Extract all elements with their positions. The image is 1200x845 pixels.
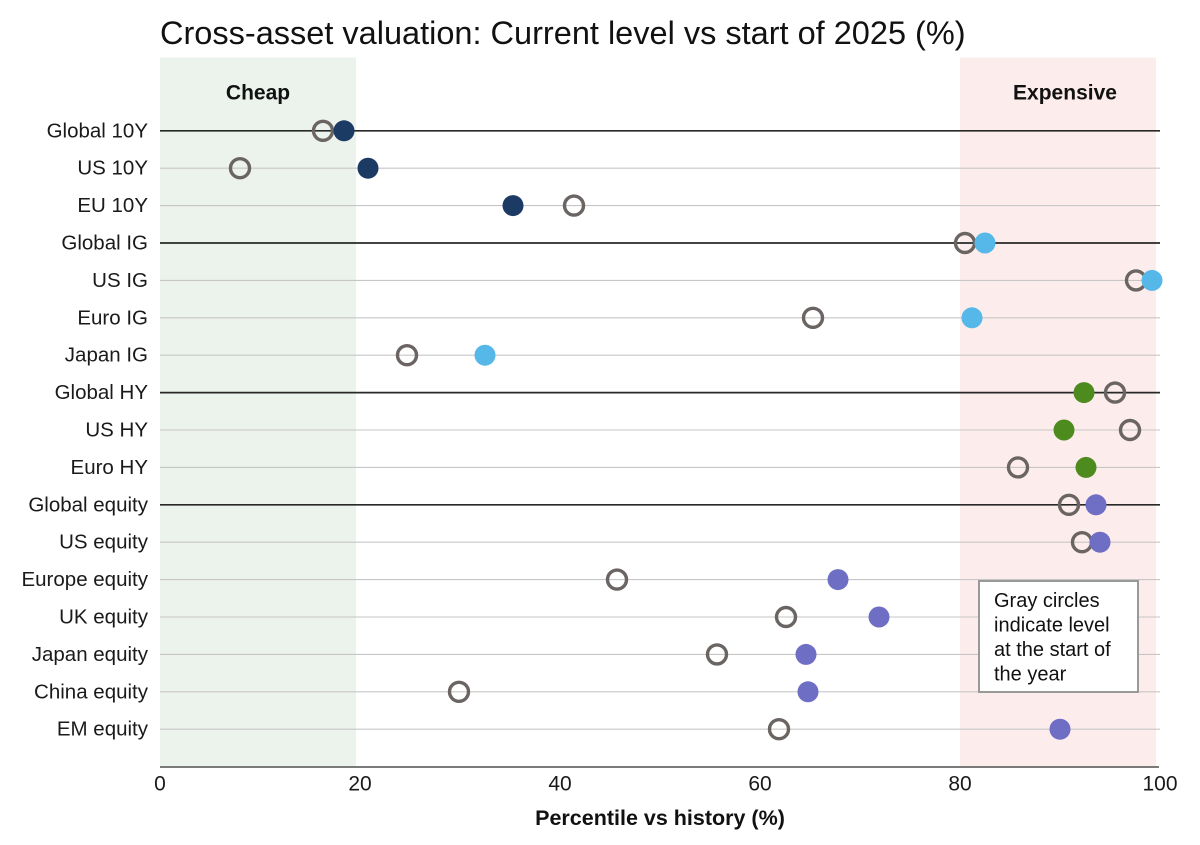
svg-text:100: 100 — [1142, 773, 1177, 796]
svg-text:China equity: China equity — [34, 680, 149, 703]
svg-text:EU 10Y: EU 10Y — [77, 194, 148, 217]
svg-text:indicate level: indicate level — [994, 615, 1110, 637]
svg-text:UK equity: UK equity — [59, 606, 149, 629]
svg-text:0: 0 — [154, 773, 166, 796]
svg-text:Japan IG: Japan IG — [65, 344, 148, 367]
svg-text:60: 60 — [748, 773, 771, 796]
svg-text:EM equity: EM equity — [57, 718, 149, 741]
svg-text:at the start of: at the start of — [994, 639, 1111, 661]
svg-text:Cheap: Cheap — [226, 82, 290, 105]
svg-text:Expensive: Expensive — [1013, 82, 1117, 105]
svg-text:80: 80 — [948, 773, 971, 796]
svg-text:the year: the year — [994, 664, 1067, 686]
svg-text:40: 40 — [548, 773, 571, 796]
svg-text:Gray circles: Gray circles — [994, 590, 1100, 612]
svg-text:US IG: US IG — [92, 269, 148, 292]
svg-text:US equity: US equity — [59, 531, 149, 554]
svg-text:US 10Y: US 10Y — [77, 157, 148, 180]
svg-text:Japan equity: Japan equity — [32, 643, 149, 666]
svg-text:Global equity: Global equity — [28, 493, 148, 516]
svg-text:Percentile vs history (%): Percentile vs history (%) — [535, 806, 785, 830]
svg-text:US HY: US HY — [85, 419, 148, 442]
svg-text:Euro IG: Euro IG — [77, 306, 148, 329]
svg-text:Euro HY: Euro HY — [71, 456, 149, 479]
svg-text:Global HY: Global HY — [55, 381, 149, 404]
svg-text:Europe equity: Europe equity — [21, 568, 148, 591]
svg-text:Global 10Y: Global 10Y — [47, 119, 149, 142]
svg-text:Cross-asset valuation: Current: Cross-asset valuation: Current level vs … — [160, 15, 966, 51]
svg-text:20: 20 — [348, 773, 371, 796]
svg-text:Global IG: Global IG — [61, 232, 148, 255]
